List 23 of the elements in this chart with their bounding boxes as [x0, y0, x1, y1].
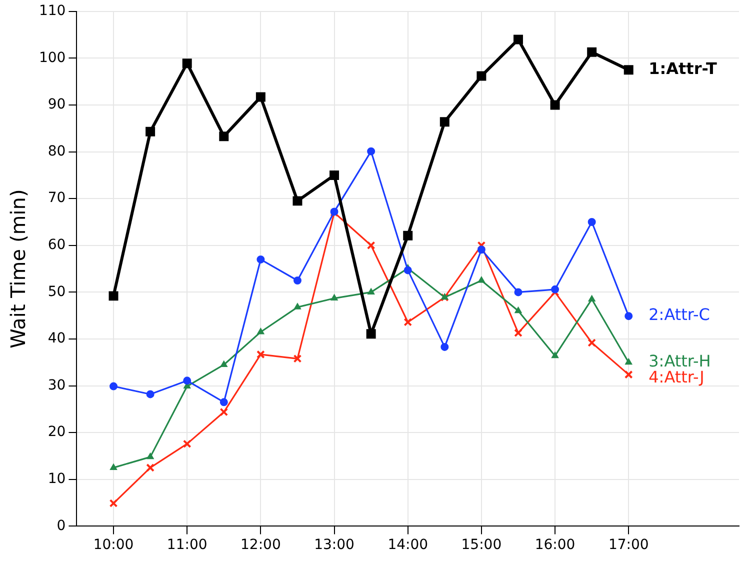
- y-tick-label: 10: [48, 471, 66, 488]
- x-tick-label: 13:00: [314, 537, 354, 554]
- y-tick-label: 70: [48, 190, 66, 206]
- x-tick-label: 16:00: [534, 537, 576, 554]
- x-tick-label: 10:00: [93, 537, 134, 554]
- x-tick-label: 15:00: [461, 537, 502, 554]
- y-tick-label: 80: [48, 143, 66, 160]
- y-tick-label: 0: [56, 518, 66, 534]
- y-tick-label: 90: [48, 96, 66, 113]
- series-label: 2:Attr-C: [648, 305, 710, 324]
- y-tick-label: 100: [38, 50, 66, 66]
- y-tick-label: 20: [48, 424, 66, 440]
- y-tick-label: 30: [48, 377, 66, 394]
- x-tick-label: 11:00: [166, 537, 208, 554]
- series-label: 1:Attr-T: [648, 59, 718, 78]
- y-tick-label: 50: [48, 284, 66, 300]
- y-tick-label: 60: [48, 237, 66, 254]
- x-tick-label: 12:00: [240, 537, 281, 554]
- y-tick-label: 110: [38, 3, 66, 20]
- y-tick-label: 40: [48, 330, 66, 347]
- y-axis-title: Wait Time (min): [6, 189, 30, 348]
- x-tick-label: 17:00: [608, 537, 649, 554]
- x-tick-label: 14:00: [388, 537, 428, 554]
